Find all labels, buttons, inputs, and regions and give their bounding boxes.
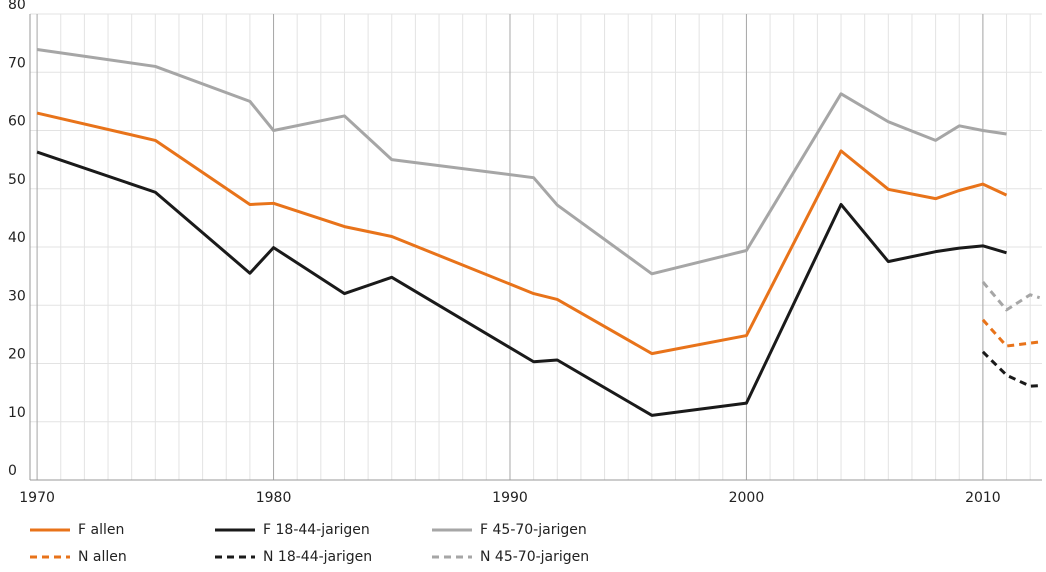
y-tick-label: 50 <box>8 172 26 188</box>
legend-label: F 45-70-jarigen <box>480 522 587 538</box>
x-tick-label: 2010 <box>965 490 1001 506</box>
y-tick-label: 30 <box>8 288 26 304</box>
y-tick-label: 40 <box>8 230 26 246</box>
legend-label: N allen <box>78 549 127 565</box>
legend-label: F allen <box>78 522 124 538</box>
y-tick-label: 20 <box>8 347 26 363</box>
line-series <box>36 111 1008 356</box>
x-tick-label: 1980 <box>256 490 292 506</box>
y-tick-label: 60 <box>8 114 26 130</box>
legend-label: N 18-44-jarigen <box>263 549 372 565</box>
y-tick-label: 70 <box>8 55 26 71</box>
line-series <box>981 280 1041 312</box>
line-series <box>36 150 1007 417</box>
line-series <box>981 318 1040 348</box>
x-tick-label: 2000 <box>729 490 765 506</box>
line-series <box>36 48 1007 276</box>
y-tick-label: 0 <box>8 463 17 479</box>
legend-label: F 18-44-jarigen <box>263 522 370 538</box>
y-tick-label: 10 <box>8 405 26 421</box>
y-tick-label: 80 <box>8 0 26 13</box>
legend-label: N 45-70-jarigen <box>480 549 589 565</box>
x-tick-label: 1970 <box>19 490 55 506</box>
line-series <box>981 350 1040 388</box>
x-tick-label: 1990 <box>492 490 528 506</box>
